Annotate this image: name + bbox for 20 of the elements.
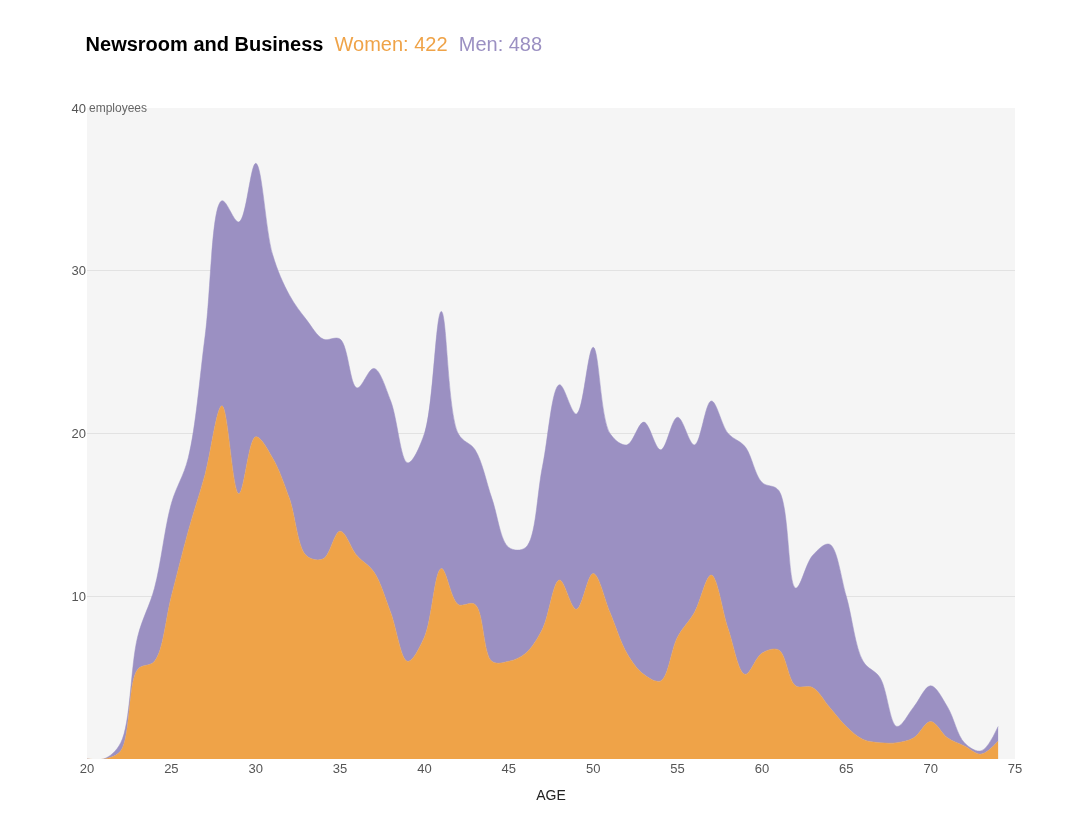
text: Women: 422 — [334, 32, 448, 55]
x-tick-label: 45 — [501, 761, 517, 776]
x-tick-label: 40 — [417, 761, 432, 776]
x-tick-label: 25 — [164, 761, 179, 776]
x-tick-label: 55 — [670, 761, 685, 776]
y-tick-label: 20 — [71, 426, 86, 442]
text: Men: 488 — [458, 32, 543, 55]
x-tick-label: 75 — [1007, 761, 1023, 776]
x-tick-label: 30 — [248, 761, 263, 776]
x-tick-label: 35 — [332, 761, 348, 776]
chart-title: Newsroom and Business — [85, 32, 324, 55]
x-tick-label: 65 — [839, 761, 854, 776]
y-tick-label: 40 — [71, 100, 86, 116]
y-tick-label: 30 — [71, 263, 86, 279]
x-tick-label: 50 — [585, 761, 601, 776]
x-tick-label: 70 — [923, 761, 938, 776]
x-axis-title: AGE — [536, 787, 566, 804]
y-axis-title: employees — [89, 101, 148, 115]
y-tick-label: 10 — [71, 588, 86, 604]
x-tick-label: 60 — [754, 761, 770, 776]
